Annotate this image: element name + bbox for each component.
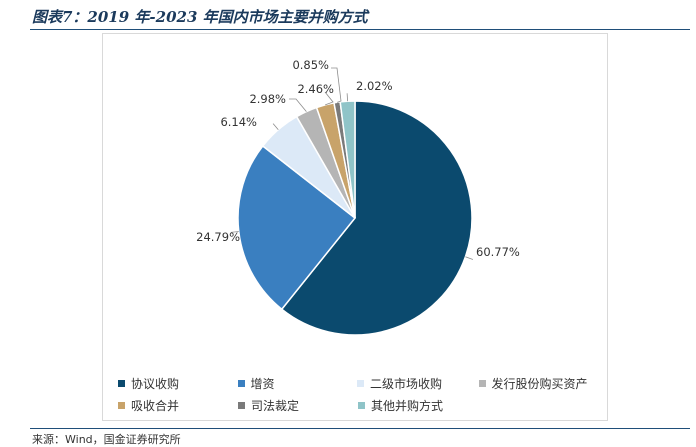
leader-line bbox=[289, 98, 307, 112]
pie-slices bbox=[237, 100, 473, 336]
pie-leader-lines bbox=[230, 67, 474, 260]
legend-item: 其他并购方式 bbox=[358, 397, 480, 414]
legend-label: 司法裁定 bbox=[251, 398, 300, 413]
legend-label: 吸收合并 bbox=[131, 398, 180, 413]
data-label: 60.77% bbox=[476, 245, 520, 259]
legend-swatch bbox=[357, 379, 364, 387]
pie-slice bbox=[339, 100, 356, 219]
legend-label: 增资 bbox=[250, 376, 275, 391]
data-label: 2.46% bbox=[297, 82, 334, 96]
leader-line bbox=[230, 231, 239, 233]
chart-title: 图表7：2019 年-2023 年国内市场主要并购方式 bbox=[32, 8, 368, 26]
legend-item: 二级市场收购 bbox=[357, 375, 479, 392]
legend-swatch bbox=[118, 379, 125, 387]
pie-data-labels: 60.77% 24.79% 6.14% 2.98% 2.46% 0.85% 2.02% bbox=[196, 58, 520, 259]
legend-item: 协议收购 bbox=[118, 375, 238, 392]
data-label: 6.14% bbox=[220, 115, 257, 129]
legend-swatch bbox=[478, 379, 486, 387]
source-divider bbox=[30, 428, 690, 429]
leader-line bbox=[324, 91, 334, 106]
legend-row: 吸收合并 司法裁定 其他并购方式 bbox=[118, 394, 598, 416]
leader-line bbox=[465, 256, 474, 260]
legend-item: 增资 bbox=[237, 375, 358, 392]
legend-swatch bbox=[358, 401, 365, 409]
pie-slice bbox=[237, 144, 357, 311]
legend-label: 协议收购 bbox=[131, 376, 180, 391]
data-label: 0.85% bbox=[292, 58, 329, 72]
legend-label: 二级市场收购 bbox=[370, 376, 443, 391]
legend-swatch bbox=[237, 379, 245, 387]
source-note: 来源：Wind，国金证券研究所 bbox=[32, 433, 181, 446]
title-divider bbox=[30, 29, 690, 30]
leader-line bbox=[272, 123, 279, 130]
leader-line bbox=[331, 67, 342, 103]
legend-label: 其他并购方式 bbox=[371, 398, 444, 413]
legend-item: 发行股份购买资产 bbox=[478, 375, 599, 392]
legend-item: 吸收合并 bbox=[118, 397, 238, 414]
data-label: 2.02% bbox=[356, 79, 393, 93]
legend-row: 协议收购 增资 二级市场收购 发行股份购买资产 bbox=[118, 372, 598, 394]
leader-line bbox=[346, 93, 348, 102]
data-label: 24.79% bbox=[196, 230, 240, 244]
legend-swatch bbox=[118, 401, 125, 409]
pie-slice bbox=[280, 100, 473, 336]
legend-item: 司法裁定 bbox=[238, 397, 358, 414]
chart-legend: 协议收购 增资 二级市场收购 发行股份购买资产 吸收合并 司法裁定 其他并购方式 bbox=[118, 372, 598, 416]
chart-frame bbox=[102, 33, 608, 421]
data-label: 2.98% bbox=[249, 92, 286, 106]
legend-swatch bbox=[238, 401, 245, 409]
legend-label: 发行股份购买资产 bbox=[491, 376, 588, 391]
